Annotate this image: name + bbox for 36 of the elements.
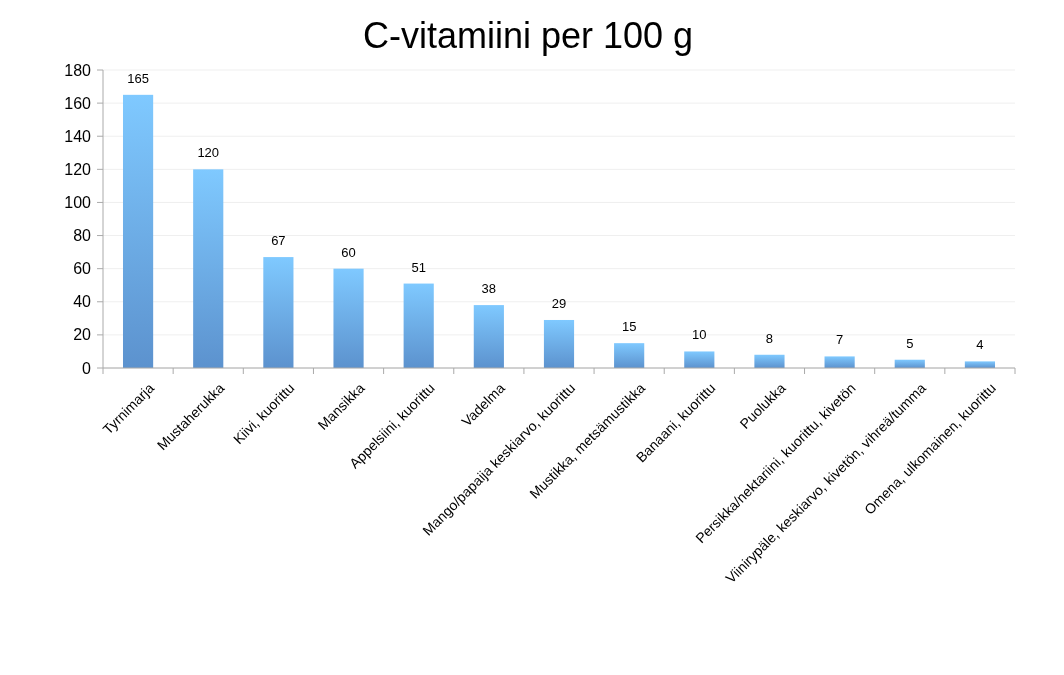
data-label: 5: [906, 335, 914, 351]
bar: [754, 354, 785, 368]
y-tick-label: 40: [73, 293, 92, 311]
data-label: 10: [692, 327, 707, 343]
data-label: 8: [765, 330, 774, 346]
bar: [473, 305, 504, 368]
data-label: 60: [341, 244, 356, 260]
bar: [122, 94, 154, 368]
bar: [403, 283, 434, 368]
y-tick-label: 60: [73, 260, 92, 278]
y-tick-label: 160: [64, 94, 92, 112]
bar: [193, 169, 224, 368]
y-tick-label: 0: [82, 359, 92, 377]
data-label: 4: [976, 337, 984, 353]
data-label: 67: [271, 233, 286, 249]
data-label: 38: [481, 281, 497, 297]
data-label: 120: [197, 145, 220, 161]
y-tick-label: 120: [64, 160, 92, 178]
bar: [824, 356, 855, 368]
bar: [333, 268, 364, 368]
data-label: 165: [127, 70, 149, 86]
bar: [263, 257, 294, 368]
bar: [614, 343, 645, 368]
y-tick-label: 20: [73, 326, 92, 344]
data-label: 51: [411, 259, 426, 275]
y-tick-label: 180: [64, 61, 92, 79]
data-label: 15: [621, 319, 637, 335]
y-tick-label: 140: [64, 127, 92, 145]
data-label: 7: [836, 332, 844, 348]
bar: [684, 351, 715, 368]
bar: [964, 361, 996, 368]
chart-title: C-vitamiini per 100 g: [362, 15, 694, 56]
bar: [543, 319, 575, 368]
data-label: 29: [551, 295, 567, 311]
y-tick-label: 100: [64, 194, 92, 212]
y-tick-label: 80: [73, 227, 92, 245]
